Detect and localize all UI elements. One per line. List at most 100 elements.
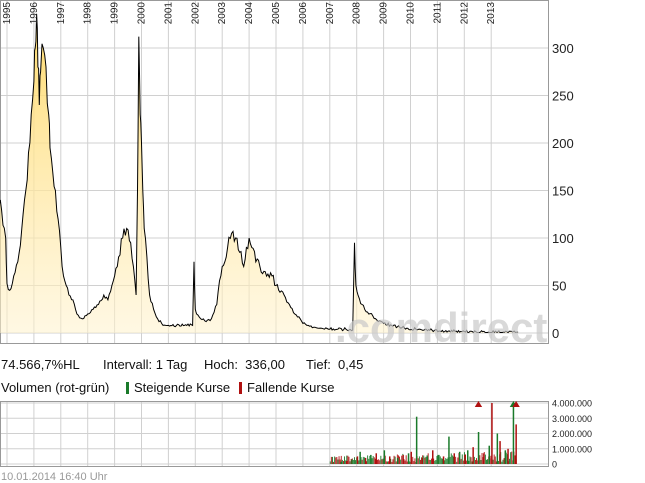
volume-bar-minor [406, 461, 408, 464]
volume-bar [356, 456, 359, 464]
volume-bar [512, 403, 515, 464]
volume-bar-minor [362, 456, 364, 464]
high-label: Hoch: 336,00 [204, 357, 285, 372]
volume-bar-minor [380, 455, 382, 464]
volume-bar-minor [344, 456, 345, 464]
price-y-tick-label: 200 [552, 136, 574, 151]
volume-bar-minor [336, 457, 338, 464]
volume-y-tick-label: 3.000.000 [552, 414, 592, 424]
volume-bar-minor [440, 458, 442, 464]
volume-bar-minor [374, 458, 376, 464]
volume-bar-minor [469, 456, 471, 464]
volume-bar-minor [387, 461, 388, 464]
volume-bar-minor [462, 460, 464, 464]
volume-bar-minor [424, 457, 426, 464]
volume-y-tick-label: 1.000.000 [552, 444, 592, 454]
timestamp-footer: 10.01.2014 16:40 Uhr [1, 471, 108, 483]
volume-bar-minor [373, 457, 375, 464]
price-y-axis: 0 50 100 150 200 250 300 [552, 41, 574, 341]
year-tick-label: 2007 [325, 2, 336, 25]
volume-bar [442, 456, 445, 464]
year-axis: 1995 1996 1997 1998 1999 2000 2001 2002 2003 2004… [2, 2, 497, 25]
volume-bar [410, 451, 412, 464]
volume-bar-minor [349, 461, 351, 464]
volume-bar [496, 433, 499, 464]
volume-bar-minor [455, 456, 457, 464]
volume-bar [499, 441, 501, 464]
volume-bar [351, 459, 353, 464]
volume-bar-minor [369, 455, 371, 464]
volume-bar-minor [394, 456, 396, 464]
year-tick-label: 2010 [406, 2, 417, 25]
volume-bar-minor [414, 458, 416, 464]
volume-bar [415, 416, 418, 464]
volume-bar [345, 460, 348, 464]
volume-bar-minor [425, 456, 427, 464]
volume-bar-minor [330, 456, 332, 464]
volume-bar [370, 454, 372, 464]
volume-clip-arrow-icon [512, 401, 520, 407]
year-tick-label: 2004 [244, 2, 255, 25]
volume-bar-minor [502, 459, 504, 464]
volume-clip-arrow-icon [474, 401, 483, 407]
volume-bar [453, 453, 455, 464]
volume-bar-minor [399, 456, 400, 464]
volume-bar-minor [367, 455, 369, 464]
volume-bar-minor [445, 458, 447, 464]
volume-bar [389, 456, 391, 464]
volume-bar-minor [352, 460, 354, 464]
volume-bar-minor [434, 460, 436, 464]
volume-bar-minor [392, 459, 394, 464]
year-tick-label: 1998 [83, 2, 94, 25]
volume-bar [364, 457, 367, 464]
volume-bar-minor [378, 459, 380, 464]
volume-bar-minor [442, 458, 443, 464]
volume-bar-minor [495, 461, 497, 464]
volume-bar [432, 450, 434, 464]
volume-y-tick-label: 4.000.000 [552, 399, 592, 409]
year-tick-label: 2008 [352, 2, 363, 25]
volume-bar [464, 454, 466, 464]
volume-bar [488, 445, 490, 464]
year-tick-label: 1995 [2, 2, 13, 25]
price-y-tick-label: 250 [552, 89, 574, 104]
volume-bar-minor [444, 460, 446, 464]
volume-bar-minor [471, 461, 473, 464]
price-line [0, 13, 519, 334]
volume-bar-minor [514, 455, 516, 464]
change-label: 74.566,7%HL [1, 357, 80, 372]
volume-bar-minor [356, 457, 358, 464]
volume-y-tick-label: 2.000.000 [552, 429, 592, 439]
volume-bar [397, 457, 399, 464]
volume-bar-minor [346, 455, 348, 464]
volume-bar-minor [412, 456, 414, 464]
volume-bar-minor [382, 458, 384, 464]
volume-bar-minor [337, 459, 339, 464]
volume-bar-minor [401, 455, 403, 464]
year-tick-label: 2000 [137, 2, 148, 25]
volume-bar-minor [468, 460, 470, 464]
volume-bar-minor [457, 457, 459, 464]
price-y-tick-label: 300 [552, 41, 574, 56]
volume-bar-minor [427, 453, 429, 464]
volume-bar-minor [423, 455, 425, 464]
comdirect-watermark: .comdirect [335, 304, 547, 351]
volume-bar [407, 453, 410, 464]
volume-bar-minor [439, 456, 441, 464]
falling-legend-swatch [239, 382, 242, 394]
falling-legend-label: Fallende Kurse [247, 380, 334, 395]
volume-bar-minor [505, 452, 507, 464]
volume-bar-minor [486, 459, 487, 464]
rising-legend-swatch [126, 382, 129, 394]
volume-bar-minor [484, 454, 486, 464]
volume-bar-minor [409, 461, 410, 464]
volume-bar [491, 403, 493, 464]
volume-bar-minor [436, 456, 438, 464]
volume-bar-minor [466, 460, 468, 464]
volume-bar [477, 432, 480, 464]
volume-bar [437, 454, 439, 464]
volume-bar-minor [361, 459, 363, 464]
volume-bar-minor [354, 457, 355, 464]
volume-bar [421, 457, 423, 464]
volume-bar-minor [343, 461, 344, 464]
